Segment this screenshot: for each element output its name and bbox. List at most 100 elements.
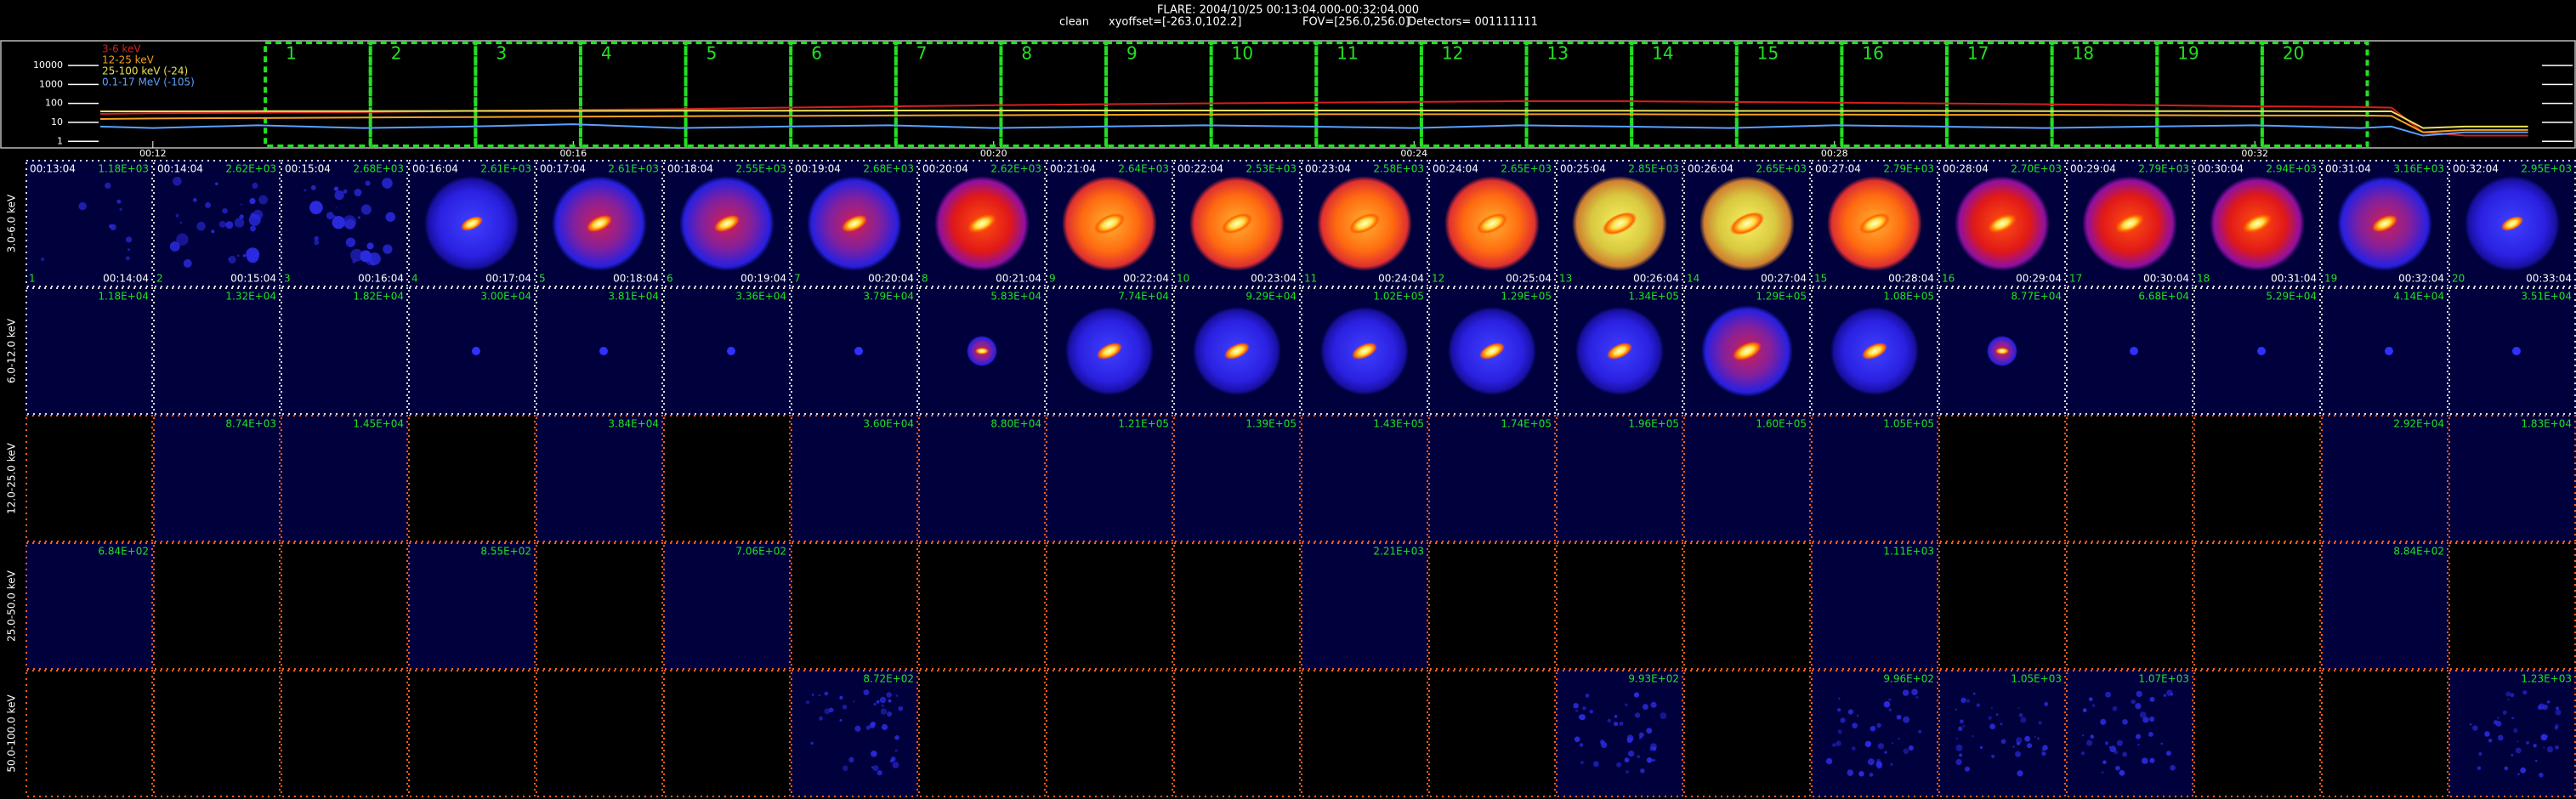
tile-background bbox=[1683, 670, 1811, 797]
image-tile: 2.58E+03 00:23:04 00:24:04 11 bbox=[1301, 160, 1428, 287]
image-tile bbox=[281, 670, 408, 797]
image-speck bbox=[1642, 704, 1648, 710]
image-speck bbox=[2148, 732, 2153, 737]
image-speck bbox=[879, 696, 887, 704]
tile-background bbox=[1938, 670, 2066, 797]
image-speck bbox=[365, 180, 371, 186]
tile-number: 19 bbox=[2324, 273, 2337, 285]
image-speck bbox=[366, 242, 374, 250]
image-tile: 1.83E+04 bbox=[2448, 415, 2576, 542]
tile-border bbox=[1938, 287, 2066, 415]
x-tick-label: 00:12 bbox=[139, 148, 167, 159]
image-speck bbox=[1613, 721, 1619, 727]
tile-number: 20 bbox=[2452, 273, 2465, 285]
max-value: 9.96E+02 bbox=[1883, 673, 1934, 685]
image-tile: 2.65E+03 00:26:04 00:27:04 14 bbox=[1683, 160, 1811, 287]
image-speck bbox=[2504, 766, 2509, 771]
max-value: 1.43E+05 bbox=[1373, 418, 1424, 430]
image-tile: 4.14E+04 bbox=[2321, 287, 2448, 415]
tile-number: 3 bbox=[284, 273, 291, 285]
image-tile: 3.36E+04 bbox=[663, 287, 791, 415]
interval-label: 16 bbox=[1862, 43, 1883, 64]
image-speck bbox=[876, 700, 880, 704]
image-speck bbox=[310, 184, 316, 190]
tile-border bbox=[536, 160, 663, 287]
tile-border bbox=[2448, 287, 2576, 415]
image-speck bbox=[2484, 731, 2490, 737]
max-value: 1.82E+04 bbox=[353, 291, 404, 303]
start-time: 00:18:04 bbox=[667, 163, 713, 175]
image-speck bbox=[1851, 746, 1856, 751]
image-speck bbox=[2510, 693, 2515, 698]
image-speck bbox=[360, 204, 372, 215]
image-tile: 2.70E+03 00:28:04 00:29:04 16 bbox=[1938, 160, 2066, 287]
time-interval bbox=[1734, 41, 1844, 148]
tile-background bbox=[918, 542, 1046, 670]
start-time: 00:20:04 bbox=[922, 163, 968, 175]
tile-background bbox=[2448, 415, 2576, 542]
title: FLARE: 2004/10/25 00:13:04.000-00:32:04.… bbox=[1157, 4, 1419, 17]
tile-background bbox=[408, 542, 536, 670]
y-tick-label: 100 bbox=[45, 98, 63, 109]
image-speck bbox=[2555, 745, 2559, 750]
max-value: 2.92E+04 bbox=[2393, 418, 2444, 430]
time-interval bbox=[1524, 41, 1634, 148]
image-tile: 3.79E+04 bbox=[791, 287, 918, 415]
tile-border bbox=[1046, 542, 1173, 670]
image-tile: 3.00E+04 bbox=[408, 287, 536, 415]
tile-background bbox=[1938, 542, 2066, 670]
image-speck bbox=[2105, 691, 2112, 698]
image-dot bbox=[2512, 347, 2521, 355]
image-speck bbox=[1958, 726, 1963, 732]
tile-background bbox=[26, 542, 153, 670]
tile-border bbox=[918, 287, 1046, 415]
image-speck bbox=[2511, 754, 2514, 756]
image-speck bbox=[810, 741, 814, 745]
image-speck bbox=[871, 751, 877, 756]
image-speck bbox=[2020, 717, 2027, 723]
image-speck bbox=[110, 224, 116, 231]
tile-border bbox=[2448, 415, 2576, 542]
time-interval bbox=[999, 41, 1109, 148]
x-tick-label: 00:24 bbox=[1400, 148, 1427, 159]
image-speck bbox=[842, 704, 848, 710]
image-speck bbox=[252, 209, 264, 220]
image-tile: 2.68E+03 00:19:04 00:20:04 7 bbox=[791, 160, 918, 287]
max-value: 2.55E+03 bbox=[735, 163, 786, 175]
row-label: 6.0-12.0 keV bbox=[6, 318, 18, 383]
x-tick-label: 00:20 bbox=[980, 148, 1007, 159]
max-value: 3.84E+04 bbox=[608, 418, 659, 430]
image-tile bbox=[663, 415, 791, 542]
image-speck bbox=[865, 725, 871, 730]
max-value: 1.08E+05 bbox=[1883, 291, 1934, 303]
image-speck bbox=[1580, 761, 1584, 764]
image-speck bbox=[1898, 737, 1900, 740]
image-core bbox=[1352, 343, 1377, 360]
image-core bbox=[1097, 343, 1122, 360]
tile-background bbox=[281, 415, 408, 542]
max-value: 1.45E+04 bbox=[353, 418, 404, 430]
tile-border bbox=[281, 415, 408, 542]
tile-number: 11 bbox=[1304, 273, 1317, 285]
image-speck bbox=[2116, 740, 2123, 746]
tile-border bbox=[2193, 415, 2321, 542]
image-speck bbox=[1875, 761, 1882, 768]
image-tile: 8.80E+04 bbox=[918, 415, 1046, 542]
image-tile bbox=[2193, 670, 2321, 797]
image-speck bbox=[2024, 735, 2031, 742]
start-time: 00:14:04 bbox=[157, 163, 203, 175]
image-tile bbox=[1683, 670, 1811, 797]
image-speck bbox=[2522, 689, 2528, 695]
max-value: 1.39E+05 bbox=[1245, 418, 1297, 430]
image-speck bbox=[1864, 743, 1867, 745]
image-speck bbox=[2170, 693, 2174, 696]
tile-number: 2 bbox=[156, 273, 163, 285]
tile-background bbox=[1301, 542, 1428, 670]
image-dot bbox=[2385, 347, 2393, 355]
max-value: 3.00E+04 bbox=[480, 291, 531, 303]
max-value: 2.94E+03 bbox=[2266, 163, 2317, 175]
tile-border bbox=[1683, 542, 1811, 670]
image-speck bbox=[2012, 745, 2015, 748]
tile-background bbox=[1173, 670, 1301, 797]
